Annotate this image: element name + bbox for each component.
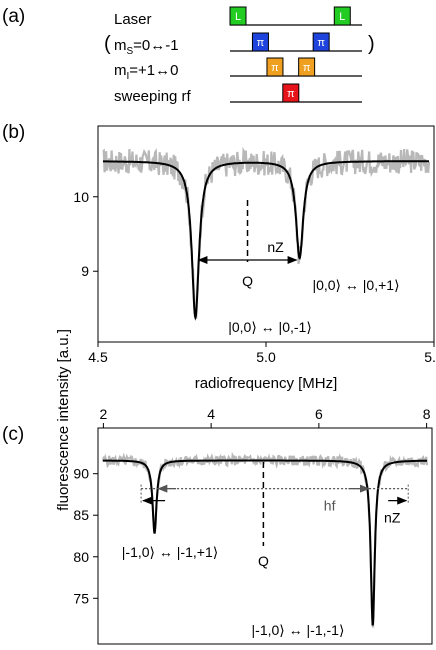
axes-c: 2 4 6 8 75 80 85 90 [73,406,430,606]
rf-row-label: sweeping rf [114,88,192,105]
pulse-label: π [303,62,311,74]
plot-frame-c [97,427,433,645]
laser-row-label: Laser [114,11,152,28]
pulse-label: π [271,62,279,74]
annotations-c: Qhf nZ |-1,0⟩ ↔ |-1,+1⟩ |-1,0⟩ ↔ |-1,-1⟩ [122,462,409,638]
nz-label: nZ [384,510,401,526]
x-tick-label: 2 [99,406,107,422]
y-tick-label: 10 [73,189,89,205]
pulse-label: L [235,11,241,23]
spectrum-b-panel: (b) 4.5 5.0 5.5 9 10 QnZ |0,0⟩ ↔ |0,-1⟩ |0,0⟩ … [2,122,436,392]
dip-label-left: |0,0⟩ ↔ |0,-1⟩ [228,319,312,335]
pulse-block [229,6,247,26]
annotations-b: QnZ |0,0⟩ ↔ |0,-1⟩ |0,0⟩ ↔ |0,+1⟩ [197,200,400,335]
fit-line [103,459,427,626]
y-tick-label: 75 [73,590,89,606]
pulse-block [282,83,300,103]
pulse-label: π [317,37,325,49]
panel-a-label: (a) [2,6,25,27]
x-tick-label: 5.5 [424,349,436,365]
x-axis-label-b: radiofrequency [MHz] [195,375,338,392]
y-tick-label: 85 [73,507,89,523]
raw-data-b [102,146,431,319]
x-tick-label: 6 [315,406,323,422]
dip-label-right: |-1,0⟩ ↔ |-1,-1⟩ [252,622,345,638]
pulse-block [298,57,316,77]
y-tick-label: 9 [81,263,89,279]
pulse-label: π [287,88,295,100]
pulse-label: L [339,11,345,23]
raw-data-line [102,146,431,319]
splitting-label: nZ [267,239,284,255]
panel-c-label: (c) [2,424,24,445]
spectrum-c-panel: (c) 2 4 6 8 75 80 85 90 Qhf nZ |-1,0⟩ ↔ |-1,+1⟩ |-… [2,406,433,645]
center-marker-label: Q [242,273,253,289]
pulse-sequence-panel: (a) Laser ( mS=0↔-1 ) mI=+1↔0 sweeping r… [2,6,375,105]
y-tick-label: 80 [73,549,89,565]
pulse-timeline: L Lπ π π π π [229,6,362,103]
paren-close: ) [368,33,375,55]
axes-b: 4.5 5.0 5.5 9 10 [73,189,436,365]
x-tick-label: 5.0 [256,349,276,365]
x-tick-label: 4 [207,406,215,422]
pulse-block [266,57,284,77]
fit-curve-c [103,459,427,626]
x-tick-label: 8 [423,406,431,422]
pulse-block [312,32,330,52]
panel-b-label: (b) [2,122,25,143]
y-axis-label: fluorescence intensity [a.u.] [55,329,72,511]
mi-row-label: mI=+1↔0 [114,62,179,82]
pulse-label: π [257,37,265,49]
pulse-block [333,6,351,26]
fit-curve-b [103,160,429,321]
paren-open: ( [104,33,111,55]
pulse-block [251,32,269,52]
hf-label: hf [324,498,336,514]
center-marker-label: Q [258,553,269,569]
y-tick-label: 90 [73,466,89,482]
dip-label-left: |-1,0⟩ ↔ |-1,+1⟩ [122,544,218,560]
ms-row-label: mS=0↔-1 [114,37,179,57]
fit-line [103,160,429,321]
dip-label-right: |0,0⟩ ↔ |0,+1⟩ [312,277,399,293]
x-tick-label: 4.5 [88,349,108,365]
